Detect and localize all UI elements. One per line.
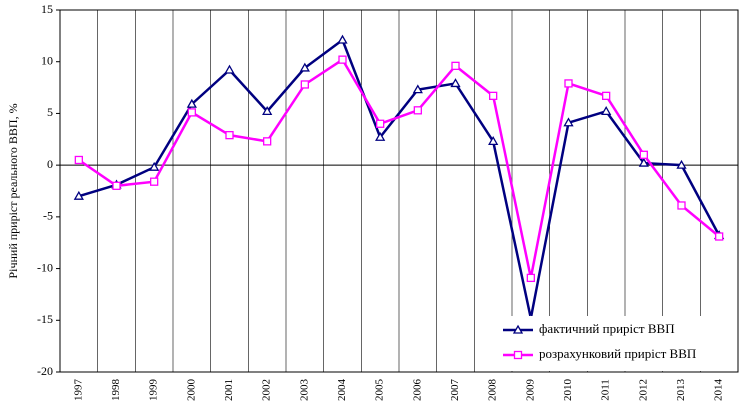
point-marker <box>300 80 309 89</box>
x-tick-label: 2003 <box>298 379 310 402</box>
point-marker <box>489 91 498 100</box>
series-line <box>78 38 721 319</box>
point-marker <box>299 62 310 72</box>
point-marker <box>563 117 574 127</box>
point-marker <box>676 159 687 169</box>
point-marker <box>513 350 523 360</box>
point-marker <box>450 78 461 88</box>
legend-label: фактичний приріст ВВП <box>539 321 675 336</box>
x-tick-label: 1997 <box>72 379 84 402</box>
point-marker <box>150 177 159 186</box>
x-tick-label: 2002 <box>261 379 273 401</box>
point-marker <box>225 130 234 140</box>
legend-label: розрахунковий приріст ВВП <box>539 346 696 361</box>
point-marker <box>186 98 197 108</box>
point-marker <box>451 61 460 71</box>
point-marker <box>488 136 499 146</box>
series <box>73 34 725 322</box>
y-tick-label: -20 <box>37 364 53 378</box>
series <box>74 55 724 283</box>
x-tick-label: 2010 <box>562 379 574 402</box>
y-tick-label: 15 <box>41 2 53 16</box>
y-tick-label: 5 <box>47 105 53 119</box>
x-tick-label: 2012 <box>637 379 649 401</box>
x-tick-label: 2008 <box>487 378 499 401</box>
point-marker <box>149 161 160 171</box>
point-marker <box>375 131 386 141</box>
point-marker <box>73 190 84 200</box>
point-marker <box>74 155 83 165</box>
y-tick-label: -15 <box>37 312 53 326</box>
x-tick-label: 2001 <box>223 379 235 401</box>
point-marker <box>262 106 273 116</box>
point-marker <box>263 137 272 146</box>
x-tick-label: 2005 <box>374 379 386 402</box>
point-marker <box>412 84 423 94</box>
x-tick-label: 1998 <box>110 379 122 402</box>
y-tick-label: -10 <box>37 260 53 274</box>
y-axis-label: Річний приріст реального ВВП, % <box>6 103 20 278</box>
point-marker <box>526 273 535 283</box>
x-tick-label: 2014 <box>713 379 725 402</box>
y-tick-label: -5 <box>43 209 53 223</box>
x-tick-label: 2009 <box>524 379 536 402</box>
x-tick-label: 2004 <box>336 379 348 402</box>
y-tick-label: 0 <box>47 157 53 171</box>
x-tick-label: 2000 <box>185 379 197 402</box>
x-tick-label: 2007 <box>449 379 461 402</box>
point-marker <box>512 324 524 334</box>
point-marker <box>187 108 196 117</box>
series-line <box>78 57 720 279</box>
point-marker <box>376 119 385 128</box>
point-marker <box>677 201 686 210</box>
x-tick-label: 2011 <box>600 379 612 401</box>
point-marker <box>337 34 348 44</box>
point-marker <box>639 150 648 159</box>
point-marker <box>338 55 347 64</box>
x-tick-label: 1999 <box>148 379 160 402</box>
x-tick-label: 2013 <box>675 379 687 402</box>
point-marker <box>638 157 649 167</box>
legend-box <box>497 316 737 371</box>
point-marker <box>564 79 573 88</box>
point-marker <box>602 91 611 100</box>
point-marker <box>601 106 612 116</box>
x-tick-label: 2006 <box>411 379 423 402</box>
point-marker <box>413 106 422 115</box>
point-marker <box>224 64 235 74</box>
point-marker <box>715 232 724 241</box>
y-tick-label: 10 <box>41 53 53 67</box>
point-marker <box>112 181 121 190</box>
